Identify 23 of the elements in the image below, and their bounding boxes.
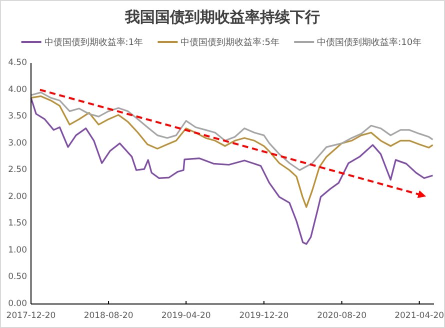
x-tick-label: 2020-08-20 (317, 311, 366, 321)
y-tick-label: 0.50 (8, 272, 27, 282)
chart-title: 我国国债到期收益率持续下行 (124, 8, 320, 26)
y-tick-label: 1.00 (8, 245, 27, 256)
y-tick-label: 2.50 (8, 165, 27, 176)
y-tick-label: 3.00 (8, 138, 27, 148)
y-tick-label: 4.50 (8, 58, 27, 68)
y-tick-label: 4.00 (8, 84, 27, 95)
x-tick-label: 2019-04-20 (161, 311, 211, 321)
x-tick-label: 2021-04-20 (394, 311, 444, 321)
x-tick-label: 2019-12-20 (239, 311, 289, 321)
legend-label: 中债国债到期收益率:10年 (317, 37, 422, 48)
x-tick-label: 2017-12-20 (6, 311, 56, 321)
legend-label: 中债国债到期收益率:5年 (180, 37, 280, 48)
y-tick-label: 3.50 (8, 112, 27, 122)
y-tick-label: 2.00 (8, 192, 27, 202)
x-tick-label: 2018-08-20 (84, 311, 134, 321)
line-series (30, 97, 434, 245)
y-tick-label: 1.50 (8, 218, 27, 229)
legend-label: 中债国债到期收益率:1年 (44, 37, 144, 48)
y-tick-label: 0.00 (8, 299, 27, 309)
line-series (30, 92, 434, 171)
line-series (30, 95, 434, 208)
